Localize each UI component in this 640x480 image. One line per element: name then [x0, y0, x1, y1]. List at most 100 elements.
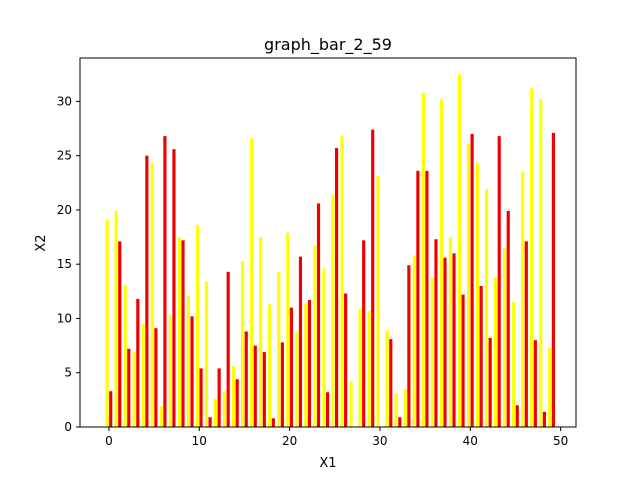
bar-s2-x1 [118, 241, 122, 427]
bar-s2-x26 [344, 293, 348, 427]
bar-s2-x13 [226, 271, 230, 427]
bar-s1-x17 [259, 237, 263, 427]
bar-s2-x9 [190, 316, 194, 427]
bar-s1-x9 [186, 295, 190, 427]
x-axis-label: X1 [319, 456, 336, 471]
bar-s1-x38 [448, 237, 452, 427]
bar-s1-x48 [539, 99, 543, 427]
bar-s1-x40 [466, 143, 471, 428]
bar-s2-x2 [127, 348, 131, 427]
bar-s2-x48 [542, 411, 546, 427]
bar-s1-x3 [132, 352, 136, 427]
bar-s2-x7 [172, 149, 176, 427]
y-tick-label-0: 0 [64, 420, 72, 434]
bar-s1-x8 [177, 237, 181, 427]
bar-s1-x44 [503, 247, 507, 427]
bar-s1-x14 [232, 366, 236, 427]
bar-s2-x41 [479, 285, 483, 427]
bar-s1-x23 [313, 245, 317, 427]
bar-s2-x35 [425, 170, 429, 427]
bar-s1-x33 [403, 389, 407, 427]
bar-s1-x4 [141, 323, 145, 427]
plot-frame [79, 57, 577, 428]
bar-s2-x45 [515, 405, 519, 427]
bar-s2-x31 [389, 339, 393, 427]
bar-s1-x1 [114, 211, 118, 427]
bar-s1-x42 [484, 189, 489, 427]
bar-s1-x19 [277, 271, 281, 427]
bar-s2-x47 [533, 340, 537, 427]
bar-s1-x2 [123, 284, 127, 427]
y-tick-label-10: 10 [57, 311, 72, 325]
bar-s1-x6 [159, 406, 163, 427]
bar-s1-x12 [213, 398, 218, 427]
bar-s2-x29 [371, 129, 375, 428]
bar-s2-x21 [298, 256, 303, 427]
bar-s2-x46 [524, 241, 528, 427]
bar-s1-x36 [430, 277, 434, 427]
bar-s1-x28 [358, 308, 362, 427]
bar-s2-x11 [208, 417, 212, 427]
y-tick-label-20: 20 [57, 203, 72, 217]
y-tick-label-15: 15 [57, 257, 72, 271]
bar-s1-x30 [376, 176, 380, 427]
bar-s1-x0 [105, 219, 109, 427]
bar-s2-x24 [325, 392, 330, 427]
bar-s1-x21 [295, 331, 299, 427]
bar-s1-x18 [268, 304, 272, 427]
bar-s1-x45 [512, 302, 516, 427]
x-tick-label-20: 20 [282, 434, 297, 448]
bar-s1-x29 [367, 310, 371, 427]
bar-s2-x39 [461, 294, 465, 427]
bar-s1-x31 [385, 330, 389, 427]
bar-s2-x16 [253, 345, 257, 427]
bar-s2-x25 [335, 148, 339, 427]
bar-s1-x35 [421, 92, 425, 428]
x-tick-label-0: 0 [105, 434, 113, 448]
bar-s1-x27 [349, 381, 353, 427]
bar-s2-x12 [217, 368, 221, 427]
y-axis-ticks: 0 5 10 15 20 25 30 [57, 94, 80, 434]
bar-s1-x49 [548, 347, 552, 427]
bar-s1-x32 [394, 393, 398, 427]
bar-s1-x47 [530, 88, 534, 427]
bar-s1-x43 [494, 277, 498, 427]
bar-s2-x42 [488, 338, 492, 427]
bar-s1-x15 [241, 260, 245, 427]
x-tick-label-10: 10 [192, 434, 207, 448]
bar-s1-x22 [304, 303, 308, 427]
bar-s2-x28 [362, 240, 366, 427]
bar-s2-x32 [398, 417, 402, 427]
y-axis-label: X2 [34, 234, 49, 251]
bar-s1-x24 [322, 268, 326, 427]
x-tick-label-30: 30 [372, 434, 387, 448]
bar-s2-x6 [163, 136, 167, 427]
x-tick-label-50: 50 [553, 434, 568, 448]
bar-s2-x0 [109, 391, 113, 427]
bar-s2-x4 [145, 155, 149, 428]
bar-s1-x46 [521, 171, 525, 427]
bar-s1-x13 [222, 391, 227, 427]
bar-s2-x38 [452, 253, 456, 427]
bar-s1-x16 [250, 138, 254, 427]
bar-s2-x49 [551, 132, 555, 427]
bar-s1-x25 [331, 194, 335, 427]
bar-s2-x20 [289, 307, 293, 427]
bar-s1-x39 [457, 74, 462, 427]
bar-s2-x36 [434, 239, 438, 427]
bar-s2-x3 [136, 298, 140, 427]
bar-s1-x26 [340, 136, 344, 427]
bar-s2-x37 [443, 257, 447, 427]
bar-s1-x11 [204, 281, 209, 427]
bar-s2-x23 [316, 203, 321, 427]
bar-s2-x43 [497, 136, 501, 427]
bar-s2-x44 [506, 211, 510, 427]
bar-s2-x14 [235, 379, 239, 427]
chart-title: graph_bar_2_59 [264, 35, 392, 55]
bar-s2-x19 [280, 342, 284, 427]
bar-s1-x34 [412, 255, 416, 427]
y-tick-label-25: 25 [57, 149, 72, 163]
bar-s2-x22 [307, 300, 312, 427]
bar-s1-x37 [439, 99, 443, 427]
